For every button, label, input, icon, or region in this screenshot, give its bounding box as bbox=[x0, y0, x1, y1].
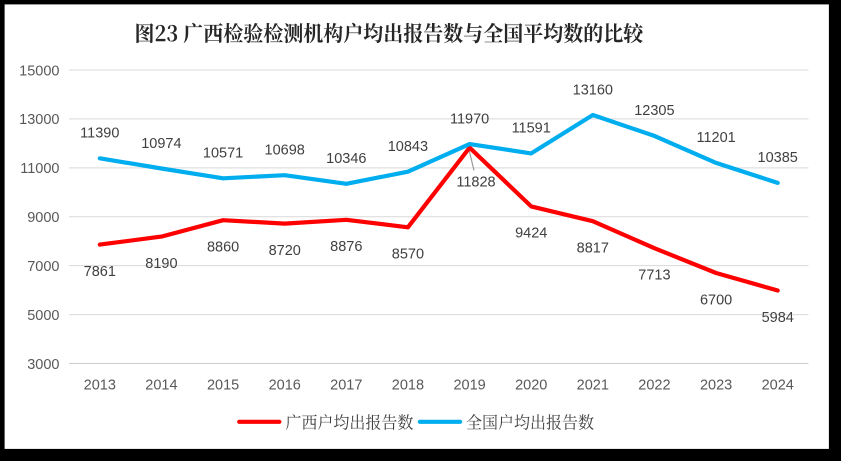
svg-text:9424: 9424 bbox=[515, 226, 547, 242]
svg-text:13160: 13160 bbox=[573, 82, 613, 98]
svg-text:2015: 2015 bbox=[207, 378, 239, 394]
svg-text:2023: 2023 bbox=[700, 378, 732, 394]
svg-text:10974: 10974 bbox=[141, 136, 181, 152]
svg-text:12305: 12305 bbox=[634, 103, 674, 119]
svg-text:11201: 11201 bbox=[696, 130, 735, 146]
svg-text:2021: 2021 bbox=[577, 378, 609, 394]
svg-text:7713: 7713 bbox=[638, 268, 670, 284]
svg-text:9000: 9000 bbox=[27, 210, 59, 226]
svg-text:7000: 7000 bbox=[27, 259, 59, 275]
svg-text:5000: 5000 bbox=[27, 308, 59, 324]
svg-text:11970: 11970 bbox=[450, 111, 489, 127]
svg-text:8876: 8876 bbox=[330, 239, 362, 255]
svg-text:11591: 11591 bbox=[512, 121, 551, 137]
svg-text:8190: 8190 bbox=[145, 256, 177, 272]
svg-text:5984: 5984 bbox=[762, 310, 794, 326]
svg-text:8720: 8720 bbox=[269, 243, 301, 259]
svg-text:2017: 2017 bbox=[330, 378, 362, 394]
svg-text:2022: 2022 bbox=[638, 378, 670, 394]
svg-text:11000: 11000 bbox=[20, 161, 59, 177]
svg-text:2013: 2013 bbox=[84, 378, 116, 394]
svg-text:11828: 11828 bbox=[456, 174, 495, 190]
svg-text:2014: 2014 bbox=[145, 378, 177, 394]
svg-text:10843: 10843 bbox=[388, 139, 428, 155]
svg-text:2024: 2024 bbox=[762, 378, 794, 394]
svg-text:2018: 2018 bbox=[392, 378, 424, 394]
svg-text:8817: 8817 bbox=[577, 241, 609, 257]
svg-text:8860: 8860 bbox=[207, 240, 239, 256]
svg-text:10698: 10698 bbox=[265, 143, 305, 159]
svg-text:6700: 6700 bbox=[700, 292, 732, 308]
svg-text:2020: 2020 bbox=[515, 378, 547, 394]
svg-text:11390: 11390 bbox=[80, 126, 119, 142]
svg-text:10385: 10385 bbox=[758, 150, 798, 166]
svg-text:2019: 2019 bbox=[453, 378, 485, 394]
svg-text:13000: 13000 bbox=[19, 112, 59, 128]
svg-text:7861: 7861 bbox=[84, 264, 116, 280]
svg-text:15000: 15000 bbox=[19, 63, 59, 79]
svg-text:2016: 2016 bbox=[269, 378, 301, 394]
svg-text:10571: 10571 bbox=[203, 146, 243, 162]
svg-text:10346: 10346 bbox=[326, 151, 366, 167]
svg-text:3000: 3000 bbox=[27, 357, 59, 373]
svg-text:8570: 8570 bbox=[392, 247, 424, 263]
